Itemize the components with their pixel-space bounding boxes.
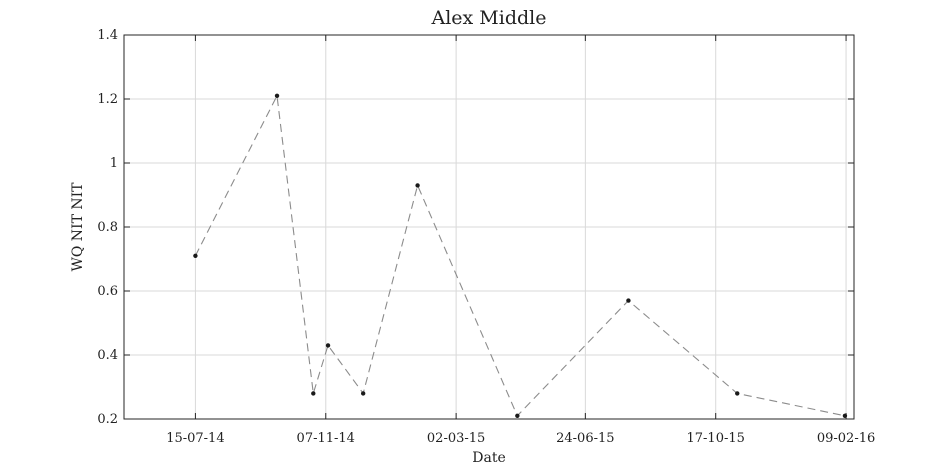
y-tick-label: 0.4 <box>97 348 118 363</box>
x-tick-label: 15-07-14 <box>166 431 224 446</box>
y-tick-label: 0.2 <box>97 412 118 427</box>
chart-title: Alex Middle <box>431 7 547 29</box>
data-point <box>325 343 331 348</box>
x-tick-label: 24-06-15 <box>556 431 614 446</box>
data-point <box>360 391 366 396</box>
y-axis-label: WQ NIT NIT <box>70 182 86 272</box>
data-point <box>515 413 520 418</box>
y-tick-label: 1 <box>110 156 118 171</box>
data-point <box>842 413 848 418</box>
x-axis-label: Date <box>472 450 505 466</box>
data-point <box>415 183 420 188</box>
data-point <box>735 391 740 396</box>
y-tick-label: 0.6 <box>97 284 118 299</box>
axis-ticks: 15-07-14 07-11-14 02-03-15 24-06-15 17-10-15… <box>97 28 875 446</box>
x-tick-label: 17-10-15 <box>686 431 744 446</box>
data-point <box>274 93 280 99</box>
data-series <box>193 93 848 418</box>
x-tick-label: 02-03-15 <box>427 431 485 446</box>
x-tick-label: 07-11-14 <box>297 431 355 446</box>
plot-frame <box>123 34 855 420</box>
series-line <box>194 93 846 417</box>
x-tick-label: 09-02-16 <box>817 431 875 446</box>
data-point <box>311 391 316 396</box>
data-point <box>193 253 198 258</box>
y-tick-label: 1.2 <box>97 92 118 107</box>
y-tick-label: 1.4 <box>97 28 118 43</box>
grid-lines <box>124 34 854 420</box>
y-tick-label: 0.8 <box>97 220 118 235</box>
data-point <box>626 298 631 303</box>
